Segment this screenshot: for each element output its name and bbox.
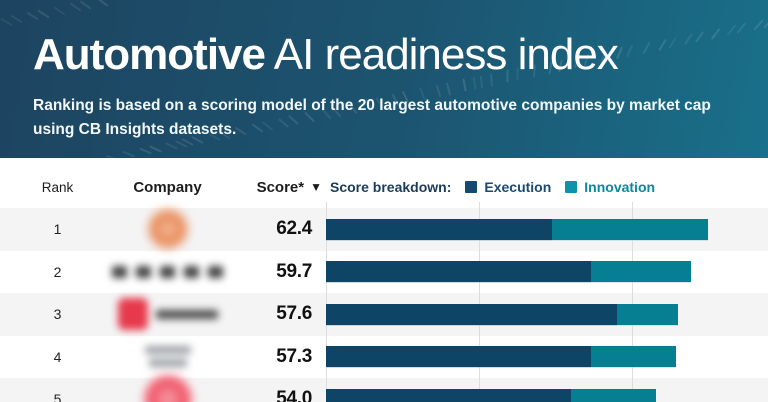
text-line-blur: [144, 346, 191, 355]
stacked-score-bar: [326, 218, 708, 240]
company-logo-blurred: [144, 346, 191, 368]
rank-value: 4: [53, 348, 62, 365]
title-regular-part: AI readiness index: [265, 30, 619, 79]
company-cell: [95, 293, 240, 336]
title-bold-part: Automotive: [33, 30, 266, 79]
score-value: 54.0: [276, 388, 312, 402]
legend-item-execution: Execution: [465, 179, 551, 195]
execution-segment: [326, 303, 618, 325]
innovation-segment: [590, 346, 677, 367]
header-banner: Automotive AI readiness index Ranking is…: [0, 0, 768, 158]
execution-segment: [326, 261, 591, 282]
score-value: 57.6: [276, 303, 312, 325]
column-header-company: Company: [133, 178, 202, 196]
rank-value: 2: [53, 263, 62, 280]
decorative-dash: [138, 147, 152, 155]
company-logo-blurred: [144, 376, 191, 402]
table-header-row: Rank Company Score* ▼ Score breakdown: E…: [0, 158, 768, 208]
rank-value: 3: [53, 306, 62, 323]
company-cell: [95, 208, 240, 251]
score-value: 57.3: [276, 345, 312, 367]
innovation-segment: [590, 261, 692, 282]
stacked-score-bar: [326, 346, 677, 367]
innovation-label: Innovation: [584, 179, 656, 195]
rank-value: 5: [53, 391, 62, 402]
table-row: 3 57.6: [0, 293, 768, 336]
column-header-score[interactable]: Score* ▼: [190, 158, 322, 208]
wordmark-letter-blur: [160, 265, 175, 278]
page-subtitle: Ranking is based on a scoring model of t…: [33, 96, 711, 138]
page-title: Automotive AI readiness index: [33, 30, 735, 81]
company-cell: [95, 376, 240, 402]
score-header-label: Score*: [256, 178, 305, 196]
company-logo-blurred: [148, 210, 187, 249]
wordmark-letter-blur: [184, 265, 199, 278]
score-value: 59.7: [276, 260, 312, 282]
innovation-segment: [570, 388, 657, 402]
execution-segment: [326, 346, 591, 367]
wordmark-blur: [155, 309, 218, 319]
table-row: 1 62.4: [0, 208, 768, 251]
innovation-segment: [552, 218, 708, 240]
innovation-segment: [617, 303, 679, 325]
decorative-dash: [122, 150, 136, 158]
text-line-blur: [148, 359, 187, 368]
logo-badge-blur: [117, 298, 148, 331]
company-cell: [95, 251, 240, 294]
legend-item-innovation: Innovation: [565, 179, 655, 195]
execution-label: Execution: [484, 179, 552, 195]
ranking-table-body: 1 62.4 2 59.7 3 57.6 4 57.3 5 54.0: [0, 208, 768, 402]
innovation-swatch-icon: [565, 181, 578, 193]
legend-label: Score breakdown:: [330, 179, 452, 195]
table-row: 2 59.7: [0, 251, 768, 294]
stacked-score-bar: [326, 261, 692, 282]
decorative-dash: [165, 141, 178, 150]
rank-value: 1: [53, 221, 62, 238]
company-cell: [95, 336, 240, 379]
execution-segment: [326, 388, 571, 402]
company-logo-blurred: [117, 298, 218, 331]
table-row: 5 54.0: [0, 376, 768, 402]
sort-descending-icon: ▼: [310, 180, 322, 194]
score-breakdown-legend: Score breakdown: Execution Innovation: [330, 158, 655, 208]
table-row: 4 57.3: [0, 336, 768, 379]
stacked-score-bar: [326, 303, 679, 325]
wordmark-letter-blur: [208, 265, 223, 278]
company-logo-blurred: [112, 265, 223, 278]
execution-swatch-icon: [465, 181, 478, 193]
wordmark-letter-blur: [136, 265, 151, 278]
column-header-rank: Rank: [41, 179, 74, 195]
execution-segment: [326, 218, 553, 240]
score-value: 62.4: [276, 218, 312, 240]
stacked-score-bar: [326, 388, 657, 402]
wordmark-letter-blur: [112, 265, 127, 278]
